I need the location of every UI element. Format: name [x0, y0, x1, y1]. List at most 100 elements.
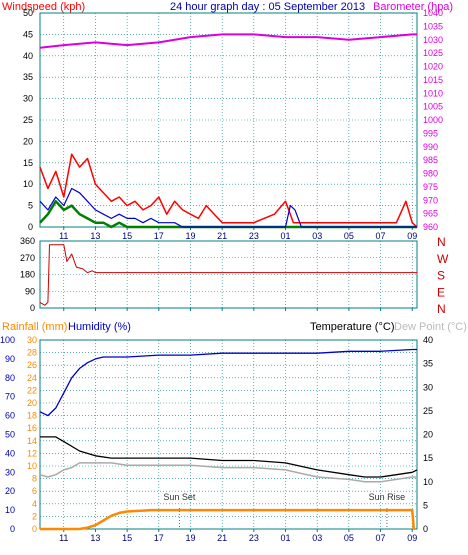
humidity-y-tick-label: 10	[5, 505, 15, 515]
dir-y-tick-label: 360	[20, 236, 35, 246]
wind-y-tick-label: 15	[23, 158, 33, 168]
sunset-label: Sun Set	[163, 492, 196, 502]
baro-y-tick-label: 1035	[423, 21, 443, 31]
series-dewpoint	[39, 462, 417, 483]
baro-y-tick-label: 980	[423, 169, 438, 179]
rainfall-y-tick-label: 26	[27, 360, 37, 370]
baro-y-tick-label: 990	[423, 142, 438, 152]
compass-label: N	[437, 235, 446, 249]
series-direction	[39, 244, 417, 306]
x-tick-label: 17	[154, 533, 164, 543]
series-average	[39, 187, 417, 228]
series-humidity	[39, 348, 417, 417]
rainfall-y-tick-label: 16	[27, 423, 37, 433]
baro-y-tick-label: 1005	[423, 102, 443, 112]
annotations: Sun Set Sun Rise	[163, 492, 405, 529]
windspeed-label: Windspeed (kph)	[2, 1, 85, 13]
baro-y-tick-label: 1030	[423, 35, 443, 45]
x-tick-label: 17	[154, 231, 164, 241]
rainfall-y-tick-label: 4	[32, 499, 37, 509]
x-tick-label: 13	[90, 533, 100, 543]
x-tick-label: 07	[376, 231, 386, 241]
rainfall-y-tick-label: 2	[32, 511, 37, 521]
dewpoint-label: Dew Point (°C)	[394, 321, 467, 333]
humidity-y-tick-label: 0	[10, 524, 15, 534]
rainfall-y-tick-label: 22	[27, 385, 37, 395]
humidity-y-tick-label: 20	[5, 486, 15, 496]
compass-label: W	[437, 252, 449, 266]
humidity-y-tick-label: 80	[5, 373, 15, 383]
wind-y-tick-label: 10	[23, 179, 33, 189]
humidity-y-tick-label: 70	[5, 392, 15, 402]
temperature-y-tick-label: 35	[423, 359, 433, 369]
compass-label: S	[437, 269, 445, 283]
baro-y-tick-label: 1010	[423, 88, 443, 98]
rainfall-y-tick-label: 30	[27, 335, 37, 345]
x-tick-label: 03	[312, 533, 322, 543]
series-gust	[39, 153, 418, 228]
temperature-y-tick-label: 10	[423, 477, 433, 487]
series-lines	[39, 33, 418, 531]
x-tick-label: 11	[59, 533, 68, 543]
wind-y-tick-label: 50	[23, 8, 33, 18]
wind-y-tick-label: 20	[23, 136, 33, 146]
rainfall-label: Rainfall (mm)	[2, 321, 67, 333]
baro-y-tick-label: 965	[423, 209, 438, 219]
baro-y-tick-label: 970	[423, 195, 438, 205]
baro-y-tick-label: 975	[423, 182, 438, 192]
humidity-label: Humidity (%)	[68, 321, 131, 333]
dir-y-tick-label: 0	[30, 303, 35, 313]
humidity-y-tick-label: 90	[5, 354, 15, 364]
panel3-frame	[39, 339, 418, 530]
wind-y-tick-label: 0	[28, 222, 33, 232]
rainfall-y-tick-label: 12	[27, 448, 37, 458]
humidity-y-tick-label: 40	[5, 448, 15, 458]
barometer-label: Barometer (hpa)	[373, 1, 453, 13]
wind-y-tick-label: 45	[23, 29, 33, 39]
rainfall-y-tick-label: 24	[27, 373, 37, 383]
temperature-y-tick-label: 25	[423, 406, 433, 416]
baro-y-tick-label: 985	[423, 155, 438, 165]
panel2-frame	[39, 240, 418, 309]
baro-y-tick-label: 1040	[423, 8, 443, 18]
baro-y-tick-label: 1015	[423, 75, 443, 85]
x-tick-label: 05	[344, 231, 354, 241]
x-tick-label: 13	[90, 231, 100, 241]
series-barometer	[39, 33, 417, 49]
baro-y-tick-label: 1020	[423, 62, 443, 72]
wind-y-tick-label: 5	[28, 201, 33, 211]
humidity-y-tick-label: 50	[5, 430, 15, 440]
rainfall-y-tick-label: 8	[32, 474, 37, 484]
rainfall-y-tick-label: 6	[32, 486, 37, 496]
rainfall-y-tick-label: 20	[27, 398, 37, 408]
wind-y-tick-label: 40	[23, 51, 33, 61]
x-tick-label: 19	[185, 533, 195, 543]
sunrise-label: Sun Rise	[369, 492, 406, 502]
dir-y-tick-label: 180	[20, 270, 35, 280]
x-tick-label: 01	[281, 533, 291, 543]
x-tick-label: 15	[122, 533, 132, 543]
compass-label: N	[437, 302, 446, 316]
temperature-label: Temperature (°C)	[310, 321, 394, 333]
baro-y-tick-label: 1025	[423, 48, 443, 58]
baro-y-tick-label: 960	[423, 222, 438, 232]
baro-y-tick-label: 1000	[423, 115, 443, 125]
temperature-y-tick-label: 5	[423, 500, 428, 510]
grid-lines	[40, 12, 417, 530]
x-tick-label: 21	[217, 533, 227, 543]
rainfall-y-tick-label: 10	[27, 461, 37, 471]
rainfall-y-tick-label: 14	[27, 436, 37, 446]
x-tick-label: 15	[122, 231, 132, 241]
graph-title: 24 hour graph day : 05 September 2013	[170, 1, 365, 13]
rainfall-y-tick-label: 18	[27, 411, 37, 421]
panel1-frame	[39, 12, 418, 228]
temperature-y-tick-label: 40	[423, 335, 433, 345]
baro-y-tick-label: 995	[423, 128, 438, 138]
x-tick-label: 07	[376, 533, 386, 543]
temperature-y-tick-label: 15	[423, 453, 433, 463]
series-temperature	[40, 436, 418, 478]
humidity-y-tick-label: 30	[5, 467, 15, 477]
x-tick-label: 09	[407, 231, 417, 241]
